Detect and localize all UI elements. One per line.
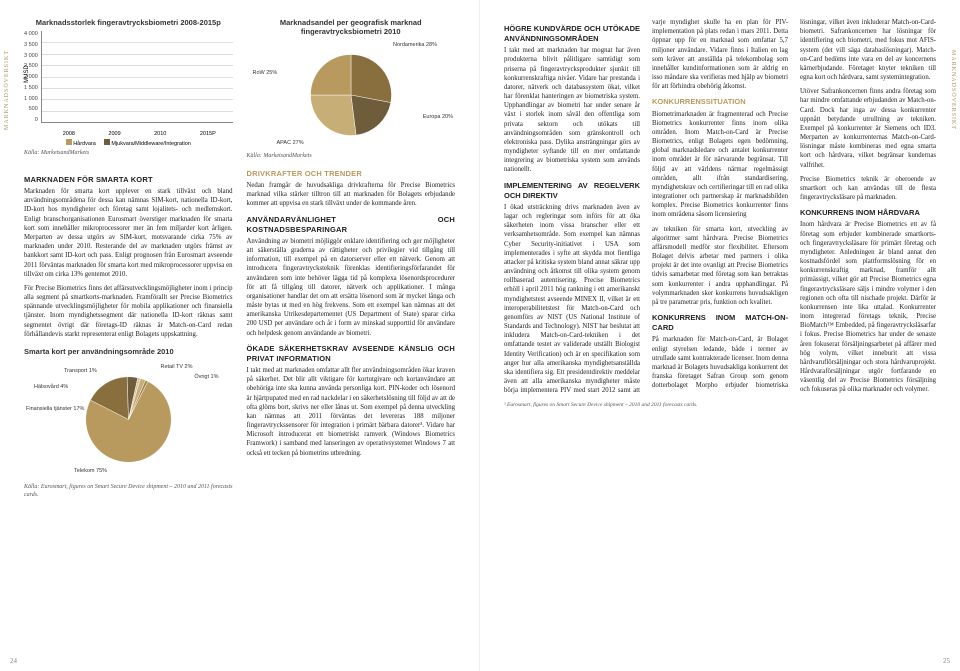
bar-chart-title: Marknadsstorlek fingeravtrycksbiometri 2… <box>24 18 233 27</box>
left-p4: Användning av biometri möjliggör enklare… <box>247 237 456 338</box>
left-p1: Marknaden för smarta kort upplever en st… <box>24 187 233 279</box>
pie-use-source: Källa: Eurosmart, figures on Smart Secur… <box>24 483 233 499</box>
left-p3: Nedan framgår de huvudsakliga drivkrafte… <box>247 181 456 209</box>
bar-x-labels: 2008200920102015P <box>46 131 233 137</box>
pie-use: Telekom 75% Finansiella tjänster 17% Häl… <box>24 360 233 480</box>
left-h3: ANVÄNDARVÄNLIGHET OCH KOSTNADSBESPARINGA… <box>247 215 456 235</box>
right-footnote: ³ Eurosmart, figures on Smart Secure Dev… <box>504 402 936 408</box>
pie-lbl-eu: Europa 20% <box>423 114 453 120</box>
pie-geo-source: Källa: MarketsandMarkets <box>247 153 456 159</box>
r-h2: IMPLEMENTERING AV REGELVERK OCH DIREKTIV <box>504 181 640 201</box>
left-columns: MARKNADEN FÖR SMARTA KORT Marknaden för … <box>24 169 455 499</box>
page-left: MARKNADSÖVERSIKT 24 Marknadsstorlek fing… <box>0 0 480 671</box>
r-p6: Utöver Safrankoncernen finns andra föret… <box>800 87 936 170</box>
r-p1: I takt med att marknaden har mognat har … <box>504 46 640 174</box>
pie-lbl-na: Nordamerika 28% <box>393 42 437 48</box>
left-p2: För Precise Biometrics finns det affärsu… <box>24 284 233 339</box>
left-h4: ÖKADE SÄKERHETSKRAV AVSEENDE KÄNSLIG OCH… <box>247 344 456 364</box>
pie-geo-box: Marknadsandel per geografisk marknad fin… <box>247 18 456 159</box>
page-right: MARKNADSÖVERSIKT 25 HÖGRE KUNDVÄRDE OCH … <box>480 0 960 671</box>
bar-plot <box>41 31 233 123</box>
left-h2: DRIVKRAFTER OCH TRENDER <box>247 169 456 179</box>
pie-use-ovrigt: Övrigt 1% <box>194 374 218 381</box>
side-label-right: MARKNADSÖVERSIKT <box>950 50 956 130</box>
page-num-right: 25 <box>943 657 950 665</box>
bar-chart-box: Marknadsstorlek fingeravtrycksbiometri 2… <box>24 18 233 159</box>
page-num-left: 24 <box>10 657 17 665</box>
bar-source: Källa: MarketsandMarkets <box>24 150 233 156</box>
r-h3: KONKURRENSSITUATION <box>652 97 788 107</box>
left-h1: MARKNADEN FÖR SMARTA KORT <box>24 175 233 185</box>
r-p7: Precise Biometrics teknik är oberoende a… <box>800 175 936 203</box>
pie-use-trans: Transport 1% <box>64 368 97 375</box>
pie-geo: Nordamerika 28% Europa 20% APAC 27% RoW … <box>247 40 456 150</box>
pie-use-block: Smarta kort per användningsområde 2010 T… <box>24 347 233 499</box>
bar-legend: Hårdvara Mjukvara/Middleware/Integration <box>24 139 233 147</box>
charts-row: Marknadsstorlek fingeravtrycksbiometri 2… <box>24 18 455 159</box>
r-h4: KONKURRENS INOM MATCH-ON-CARD <box>652 313 788 333</box>
bar-chart: MUSD 4 0003 5003 0002 5002 0001 5001 000… <box>24 31 233 131</box>
pie-lbl-row: RoW 25% <box>253 70 278 76</box>
pie-use-halso: Hälsovård 4% <box>34 384 68 391</box>
side-label-left: MARKNADSÖVERSIKT <box>4 50 10 130</box>
r-h5: KONKURRENS INOM HÅRDVARA <box>800 208 936 218</box>
pie-use-retail: Retail TV 2% <box>161 364 193 371</box>
r-h1: HÖGRE KUNDVÄRDE OCH UTÖKADE ANVÄNDNINGSO… <box>504 24 640 44</box>
pie-use-telekom: Telekom 75% <box>74 468 107 475</box>
pie-lbl-apac: APAC 27% <box>277 140 304 146</box>
r-p8: Inom hårdvara är Precise Biometrics ett … <box>800 220 936 394</box>
pie-use-title: Smarta kort per användningsområde 2010 <box>24 347 233 356</box>
r-p4: av tekniken för smarta kort, utveckling … <box>652 225 788 308</box>
bar-ylabel: MUSD <box>24 65 30 83</box>
left-p5: I takt med att marknaden omfattar allt f… <box>247 366 456 458</box>
pie-use-fin: Finansiella tjänster 17% <box>26 406 84 413</box>
right-columns: HÖGRE KUNDVÄRDE OCH UTÖKADE ANVÄNDNINGSO… <box>504 18 936 396</box>
r-p3: Biometrimarknaden är fragmenterad och Pr… <box>652 110 788 220</box>
pie-geo-title: Marknadsandel per geografisk marknad fin… <box>247 18 456 36</box>
